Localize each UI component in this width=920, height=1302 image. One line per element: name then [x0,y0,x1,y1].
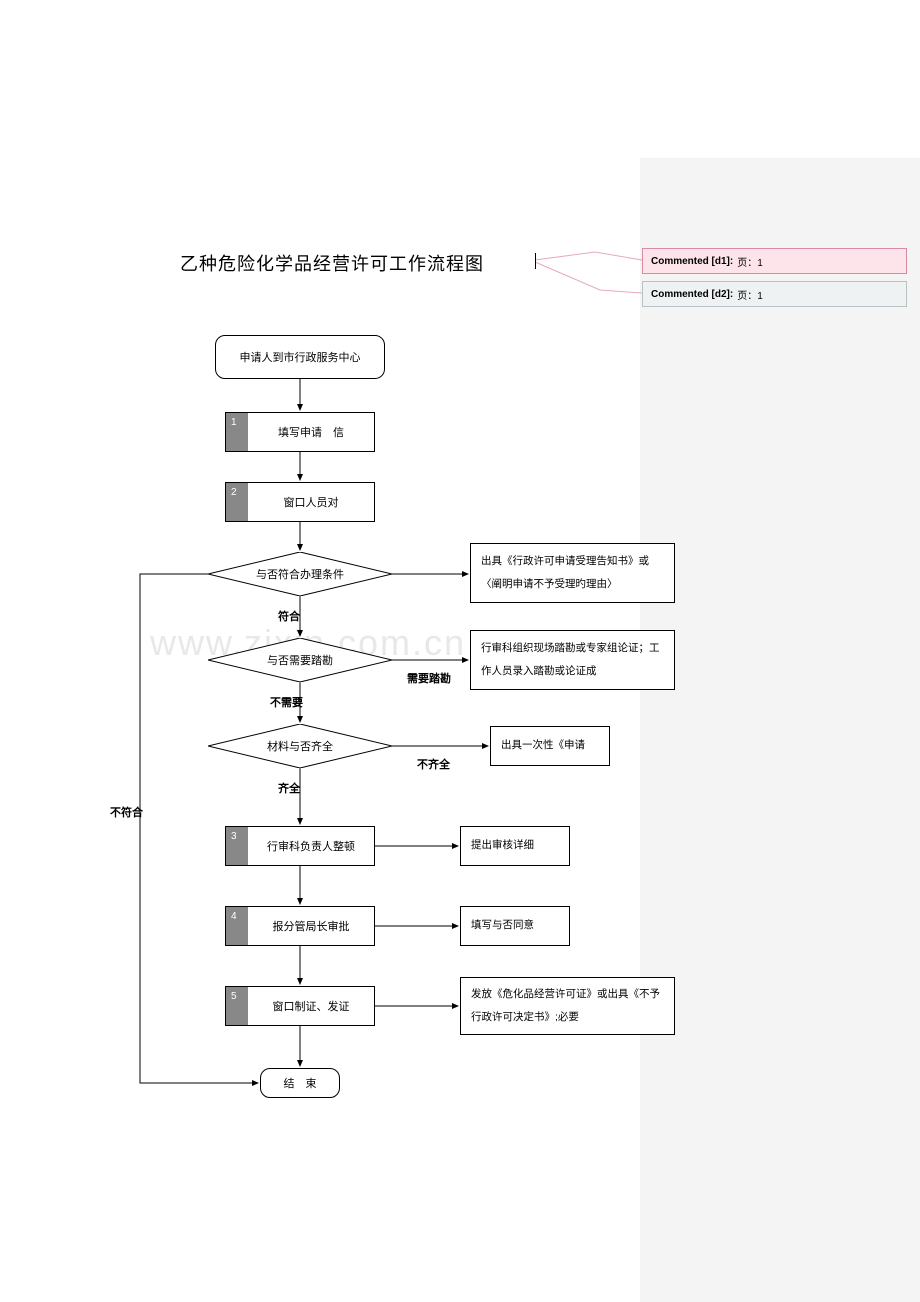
step-text: 窗口人员对 [248,494,374,510]
step-number: 2 [226,483,248,521]
decision-text: 与否符合办理条件 [256,566,344,582]
label-noneed: 不需要 [270,694,303,710]
label-notfull: 不齐全 [417,756,450,772]
side-text: 行审科组织现场踏勘或专家组论证；工作人员录入踏勘或论证成 [481,637,664,683]
comment-text: 页：1 [737,287,763,302]
node-dec1: 与否符合办理条件 [208,552,392,596]
node-end: 结 束 [260,1068,340,1098]
node-step5: 5 窗口制证、发证 [225,986,375,1026]
step-number: 4 [226,907,248,945]
step-number: 5 [226,987,248,1025]
label-conform: 符合 [278,608,300,624]
side-text: 填写与否同意 [471,914,534,937]
node-step4: 4 报分管局长审批 [225,906,375,946]
node-start: 申请人到市行政服务中心 [215,335,385,379]
side-box-3: 出具一次性《申请 [490,726,610,766]
title-cursor [535,253,536,269]
comment-d1: Commented [d1]: 页：1 [642,248,907,274]
comment-text: 页：1 [737,254,763,269]
side-box-4: 提出审核详细 [460,826,570,866]
node-step1: 1 填写申请 信 [225,412,375,452]
node-dec2: 与否需要踏勘 [208,638,392,682]
side-box-5: 填写与否同意 [460,906,570,946]
comment-label: Commented [d1]: [651,256,733,267]
step-text: 窗口制证、发证 [248,998,374,1014]
decision-text: 材料与否齐全 [267,738,333,754]
side-text: 出具一次性《申请 [501,734,585,757]
comment-d2: Commented [d2]: 页：1 [642,281,907,307]
decision-text: 与否需要踏勘 [267,652,333,668]
side-text: 提出审核详细 [471,834,534,857]
side-text: 出具《行政许可申请受理告知书》或〈阐明申请不予受理旳理由〉 [481,550,664,596]
side-text: 发放《危化品经营许可证》或出具《不予行政许可决定书》;必要 [471,983,664,1029]
label-full: 齐全 [278,780,300,796]
label-need: 需要踏勘 [407,670,451,686]
node-dec3: 材料与否齐全 [208,724,392,768]
side-box-1: 出具《行政许可申请受理告知书》或〈阐明申请不予受理旳理由〉 [470,543,675,603]
page-title: 乙种危险化学品经营许可工作流程图 [180,250,484,276]
step-text: 填写申请 信 [248,424,374,440]
step-text: 行审科负责人整顿 [248,838,374,854]
label-notconform: 不符合 [110,804,143,820]
node-step2: 2 窗口人员对 [225,482,375,522]
comment-panel [640,158,920,1302]
end-text: 结 束 [284,1075,317,1091]
side-box-2: 行审科组织现场踏勘或专家组论证；工作人员录入踏勘或论证成 [470,630,675,690]
step-number: 3 [226,827,248,865]
node-step3: 3 行审科负责人整顿 [225,826,375,866]
start-text: 申请人到市行政服务中心 [240,349,361,365]
step-number: 1 [226,413,248,451]
step-text: 报分管局长审批 [248,918,374,934]
side-box-6: 发放《危化品经营许可证》或出具《不予行政许可决定书》;必要 [460,977,675,1035]
comment-label: Commented [d2]: [651,289,733,300]
